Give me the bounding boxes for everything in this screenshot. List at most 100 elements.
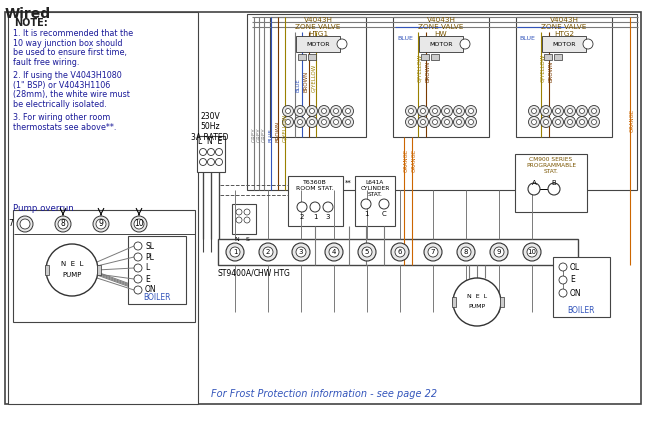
- Circle shape: [285, 108, 291, 114]
- Circle shape: [244, 217, 250, 223]
- Text: V4043H
ZONE VALVE
HTG1: V4043H ZONE VALVE HTG1: [295, 17, 341, 37]
- Text: GREY: GREY: [256, 127, 261, 142]
- Circle shape: [263, 247, 273, 257]
- Circle shape: [543, 119, 549, 124]
- Bar: [232, 204, 256, 234]
- Circle shape: [408, 119, 413, 124]
- Circle shape: [333, 119, 338, 124]
- Text: 1. It is recommended that the: 1. It is recommended that the: [13, 29, 133, 38]
- Text: B: B: [552, 180, 556, 186]
- Text: MOTOR: MOTOR: [553, 41, 576, 46]
- Text: BOILER: BOILER: [567, 306, 595, 315]
- Circle shape: [564, 106, 575, 116]
- Circle shape: [540, 106, 551, 116]
- Circle shape: [134, 275, 142, 283]
- Text: G/YELLOW: G/YELLOW: [540, 54, 545, 82]
- Circle shape: [567, 119, 573, 124]
- Circle shape: [453, 278, 501, 326]
- Bar: [355, 176, 395, 226]
- Circle shape: [325, 243, 343, 261]
- Circle shape: [322, 119, 327, 124]
- Text: ORANGE: ORANGE: [411, 149, 417, 172]
- Text: A: A: [532, 180, 536, 186]
- Text: G/YELLOW: G/YELLOW: [311, 64, 316, 92]
- Circle shape: [465, 116, 476, 127]
- Circle shape: [417, 116, 428, 127]
- Circle shape: [331, 116, 342, 127]
- Text: MOTOR: MOTOR: [429, 41, 453, 46]
- Circle shape: [134, 219, 144, 229]
- Text: SL: SL: [145, 241, 154, 251]
- Circle shape: [391, 243, 409, 261]
- Circle shape: [580, 119, 584, 124]
- Circle shape: [580, 108, 584, 114]
- Text: 8: 8: [464, 249, 468, 255]
- Text: 6: 6: [398, 249, 402, 255]
- Text: 2: 2: [266, 249, 270, 255]
- Text: V4043H
ZONE VALVE
HW: V4043H ZONE VALVE HW: [419, 17, 464, 37]
- Circle shape: [553, 106, 564, 116]
- Circle shape: [134, 286, 142, 294]
- Circle shape: [294, 116, 305, 127]
- Bar: [431, 54, 439, 60]
- Circle shape: [131, 216, 147, 232]
- Text: ORANGE: ORANGE: [404, 149, 408, 172]
- Circle shape: [20, 219, 30, 229]
- Circle shape: [96, 219, 106, 229]
- Circle shape: [421, 119, 426, 124]
- Text: BROWN: BROWN: [276, 121, 281, 142]
- Circle shape: [46, 244, 98, 296]
- Circle shape: [529, 106, 540, 116]
- Circle shape: [297, 202, 307, 212]
- Text: 7: 7: [8, 219, 14, 227]
- Bar: [218, 239, 578, 265]
- Circle shape: [342, 106, 353, 116]
- Text: 2: 2: [300, 214, 304, 220]
- Bar: [288, 176, 343, 226]
- Circle shape: [395, 247, 405, 257]
- Text: NOTE:: NOTE:: [14, 18, 48, 28]
- Text: BLUE: BLUE: [397, 35, 413, 41]
- Text: 1: 1: [233, 249, 237, 255]
- Text: (1" BSP) or V4043H1106: (1" BSP) or V4043H1106: [13, 81, 110, 89]
- Text: PUMP: PUMP: [62, 272, 82, 278]
- Text: GREY: GREY: [252, 127, 256, 142]
- Circle shape: [226, 243, 244, 261]
- Circle shape: [523, 243, 541, 261]
- Circle shape: [556, 108, 560, 114]
- Circle shape: [531, 108, 536, 114]
- Circle shape: [559, 276, 567, 284]
- Circle shape: [244, 209, 250, 215]
- Bar: [393, 17, 489, 137]
- Text: 3: 3: [325, 214, 330, 220]
- Circle shape: [406, 106, 417, 116]
- Circle shape: [259, 243, 277, 261]
- Text: N  E  L: N E L: [61, 261, 83, 267]
- Bar: [516, 17, 612, 137]
- Bar: [308, 54, 316, 60]
- Circle shape: [430, 106, 441, 116]
- Bar: [247, 14, 637, 190]
- Text: T6360B
ROOM STAT.: T6360B ROOM STAT.: [296, 180, 334, 191]
- Circle shape: [432, 119, 437, 124]
- Text: G/YELLOW: G/YELLOW: [417, 54, 422, 82]
- Circle shape: [494, 247, 504, 257]
- Text: MOTOR: MOTOR: [306, 41, 330, 46]
- Bar: [13, 210, 195, 322]
- Circle shape: [421, 108, 426, 114]
- Text: L: L: [145, 263, 149, 273]
- Text: 4: 4: [332, 249, 336, 255]
- Circle shape: [379, 199, 389, 209]
- Bar: [419, 36, 463, 52]
- Circle shape: [362, 247, 372, 257]
- Circle shape: [406, 116, 417, 127]
- Text: C: C: [382, 211, 386, 217]
- Text: 2. If using the V4043H1080: 2. If using the V4043H1080: [13, 71, 122, 80]
- Text: E: E: [570, 276, 575, 284]
- Circle shape: [591, 108, 597, 114]
- Text: For Frost Protection information - see page 22: For Frost Protection information - see p…: [211, 389, 437, 399]
- Circle shape: [417, 106, 428, 116]
- Bar: [500, 297, 504, 307]
- Text: BLUE: BLUE: [519, 35, 535, 41]
- Text: BLUE: BLUE: [296, 78, 300, 92]
